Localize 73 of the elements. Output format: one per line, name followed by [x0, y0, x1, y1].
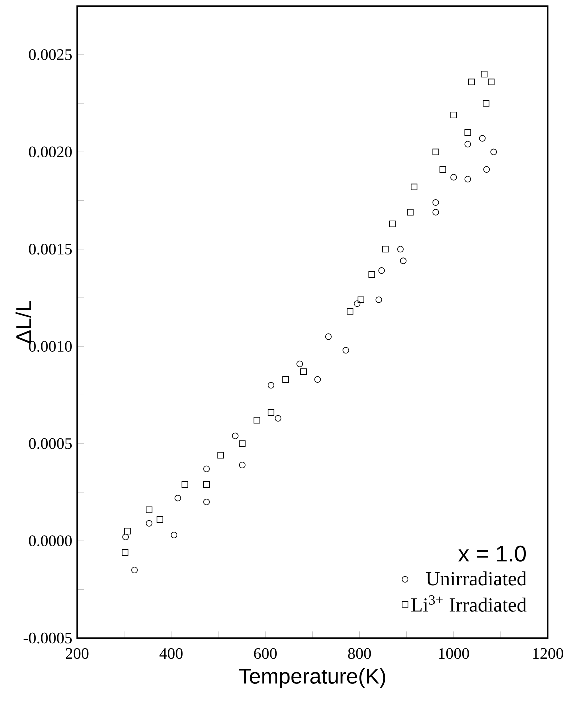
y-tick-label: -0.0005	[24, 632, 72, 644]
point	[239, 462, 246, 469]
point	[296, 360, 304, 368]
point	[122, 534, 130, 540]
point	[146, 506, 153, 514]
point	[314, 376, 322, 383]
x-tick-label: 600	[254, 648, 277, 660]
point	[275, 415, 282, 422]
legend-label: Unirradiated	[426, 572, 527, 586]
x-tick-label: 400	[160, 648, 183, 660]
legend-label: Li$^{3+}$ Irradiated	[411, 596, 527, 612]
point	[368, 271, 376, 278]
point	[468, 78, 476, 86]
point	[174, 495, 182, 502]
point	[450, 112, 458, 118]
y-axis-title: ΔL/L	[16, 301, 32, 344]
y-tick-label: 0.0020	[29, 146, 72, 158]
point	[325, 334, 332, 340]
point	[347, 308, 354, 315]
point	[268, 409, 275, 416]
point	[376, 296, 382, 304]
point	[490, 148, 498, 156]
point	[397, 246, 404, 253]
point	[389, 220, 396, 228]
y-tick-label: 0.0015	[29, 244, 72, 255]
point	[483, 100, 490, 107]
point	[411, 184, 418, 190]
point	[432, 209, 440, 216]
point	[440, 166, 446, 173]
point	[268, 382, 275, 389]
point	[450, 174, 458, 181]
point	[156, 516, 164, 523]
point	[239, 440, 246, 448]
point	[146, 520, 153, 527]
y-tick-label: 0.0025	[29, 50, 72, 60]
point	[204, 498, 210, 506]
point	[400, 258, 407, 264]
point	[218, 452, 224, 459]
x-tick-label: 1000	[439, 648, 470, 660]
point	[488, 78, 495, 86]
point	[464, 129, 472, 136]
legend-title: x = 1.0	[458, 546, 526, 562]
point	[342, 347, 350, 354]
point	[254, 417, 260, 424]
point	[300, 368, 307, 376]
point	[479, 135, 486, 142]
point	[171, 532, 178, 539]
point	[432, 199, 440, 206]
point	[464, 141, 472, 148]
point	[232, 432, 239, 440]
point	[378, 268, 386, 274]
y-tick-label: 0.0000	[29, 536, 72, 547]
point	[407, 209, 414, 216]
point	[354, 300, 361, 308]
y-tick-label: 0.0005	[29, 438, 72, 450]
x-axis-title: Temperature(K)	[239, 668, 386, 688]
point	[204, 466, 210, 472]
point	[282, 376, 290, 383]
point	[464, 176, 472, 183]
point	[204, 481, 210, 488]
x-tick-label: 200	[66, 648, 89, 660]
point	[382, 246, 389, 253]
point	[124, 528, 131, 535]
point	[358, 296, 364, 304]
point	[481, 71, 488, 78]
point	[432, 148, 440, 156]
y-tick-label: 0.0010	[29, 341, 72, 352]
point	[484, 166, 490, 173]
x-tick-label: 800	[348, 648, 372, 660]
x-tick-label: 1200	[533, 648, 564, 660]
point	[131, 567, 138, 574]
point	[182, 481, 188, 488]
point	[122, 550, 129, 556]
